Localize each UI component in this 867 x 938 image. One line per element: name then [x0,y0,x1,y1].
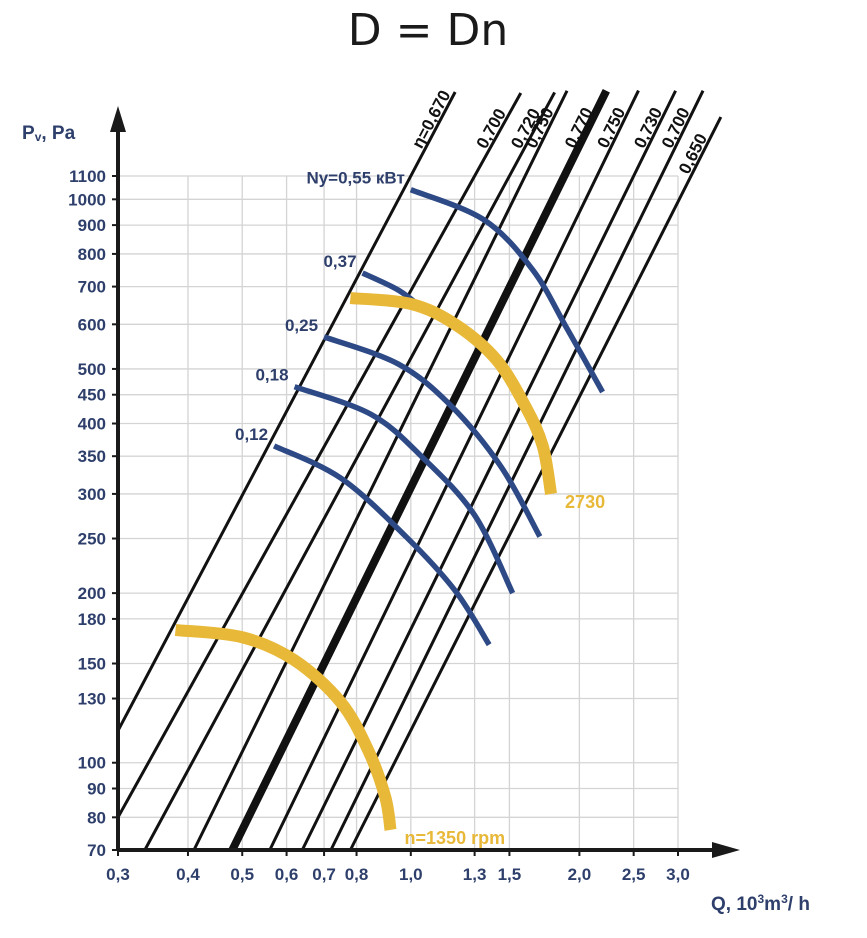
speed-curves [174,292,557,831]
x-axis-label-end: / h [788,894,810,915]
y-tick-label: 350 [78,447,106,466]
power-curve [409,187,605,394]
y-tick-label: 1100 [69,167,106,186]
y-axis-label: Pv, Pa [22,123,76,144]
x-tick-label: 0,3 [106,865,130,884]
efficiency-lines [116,89,723,852]
power-curve-label: 0,12 [235,425,268,444]
x-axis-arrow [712,842,740,858]
speed-curve-label: n=1350 rpm [405,828,506,848]
y-tick-label: 100 [78,754,106,773]
power-curve-label: 0,25 [285,316,318,335]
efficiency-line [143,91,556,851]
tick-labels: 0,3 0,4 0,5 0,6 0,7 0,8 1,0 1,3 1,5 2,0 2,5 3,0 70 80… [68,167,690,884]
y-tick-label: 180 [78,610,106,629]
y-axis-label-unit: , Pa [41,123,75,144]
efficiency-line [300,90,677,851]
efficiency-line [116,91,457,732]
x-tick-label: 1,5 [498,865,522,884]
x-tick-label: 0,7 [312,865,336,884]
power-curve [272,443,492,647]
efficiency-line [329,90,705,851]
y-tick-label: 1000 [68,190,106,209]
y-tick-label: 200 [78,584,106,603]
speed-curve [174,624,397,831]
y-tick-label: 300 [78,485,106,504]
y-axis-label-main: P [22,123,35,144]
chart-title: D = Dn [348,5,509,56]
power-curve [323,334,543,538]
y-tick-label: 700 [78,278,106,297]
x-tick-label: 0,4 [176,865,200,884]
efficiency-line [192,90,569,851]
x-tick-label: 0,5 [230,865,254,884]
efficiency-line [116,92,523,819]
y-tick-label: 80 [87,808,106,827]
x-tick-label: 1,3 [463,865,487,884]
x-axis-label-main: Q, 10 [711,894,757,915]
x-axis-label-unit: m [764,894,781,915]
y-tick-label: 150 [78,655,106,674]
y-tick-label: 600 [78,315,106,334]
x-tick-label: 1,0 [399,865,423,884]
efficiency-line-label: η=0,670 [408,87,454,151]
efficiency-line [349,116,723,851]
efficiency-line [228,89,610,852]
power-curve [293,384,516,595]
efficiency-line-label: 0,700 [473,105,510,151]
speed-curve [349,292,557,495]
y-axis-label-sub: v [35,130,42,144]
x-axis-label: Q, 103m3/ h [711,892,810,915]
power-curves [272,187,605,647]
y-tick-label: 250 [78,530,106,549]
x-tick-label: 0,6 [275,865,299,884]
y-tick-label: 800 [78,245,106,264]
y-axis-arrow [110,106,126,132]
y-tick-label: 900 [78,216,106,235]
efficiency-line [268,89,640,851]
y-tick-label: 130 [78,690,106,709]
x-tick-label: 0,8 [345,865,369,884]
power-curve-label: 0,37 [323,252,356,271]
y-tick-label: 500 [78,360,106,379]
x-tick-label: 3,0 [666,865,690,884]
y-tick-label: 70 [87,841,106,860]
y-tick-label: 450 [78,386,106,405]
speed-curve-label: 2730 [565,492,605,512]
y-tick-label: 400 [78,415,106,434]
axes [110,106,740,858]
x-axis-label-sup2: 3 [781,892,788,906]
x-axis-label-sup: 3 [757,892,764,906]
x-tick-label: 2,0 [568,865,592,884]
power-curve-label: 0,18 [255,366,288,385]
x-tick-label: 2,5 [622,865,646,884]
power-curve-label: Ny=0,55 кВт [306,169,404,188]
y-tick-label: 90 [87,780,106,799]
